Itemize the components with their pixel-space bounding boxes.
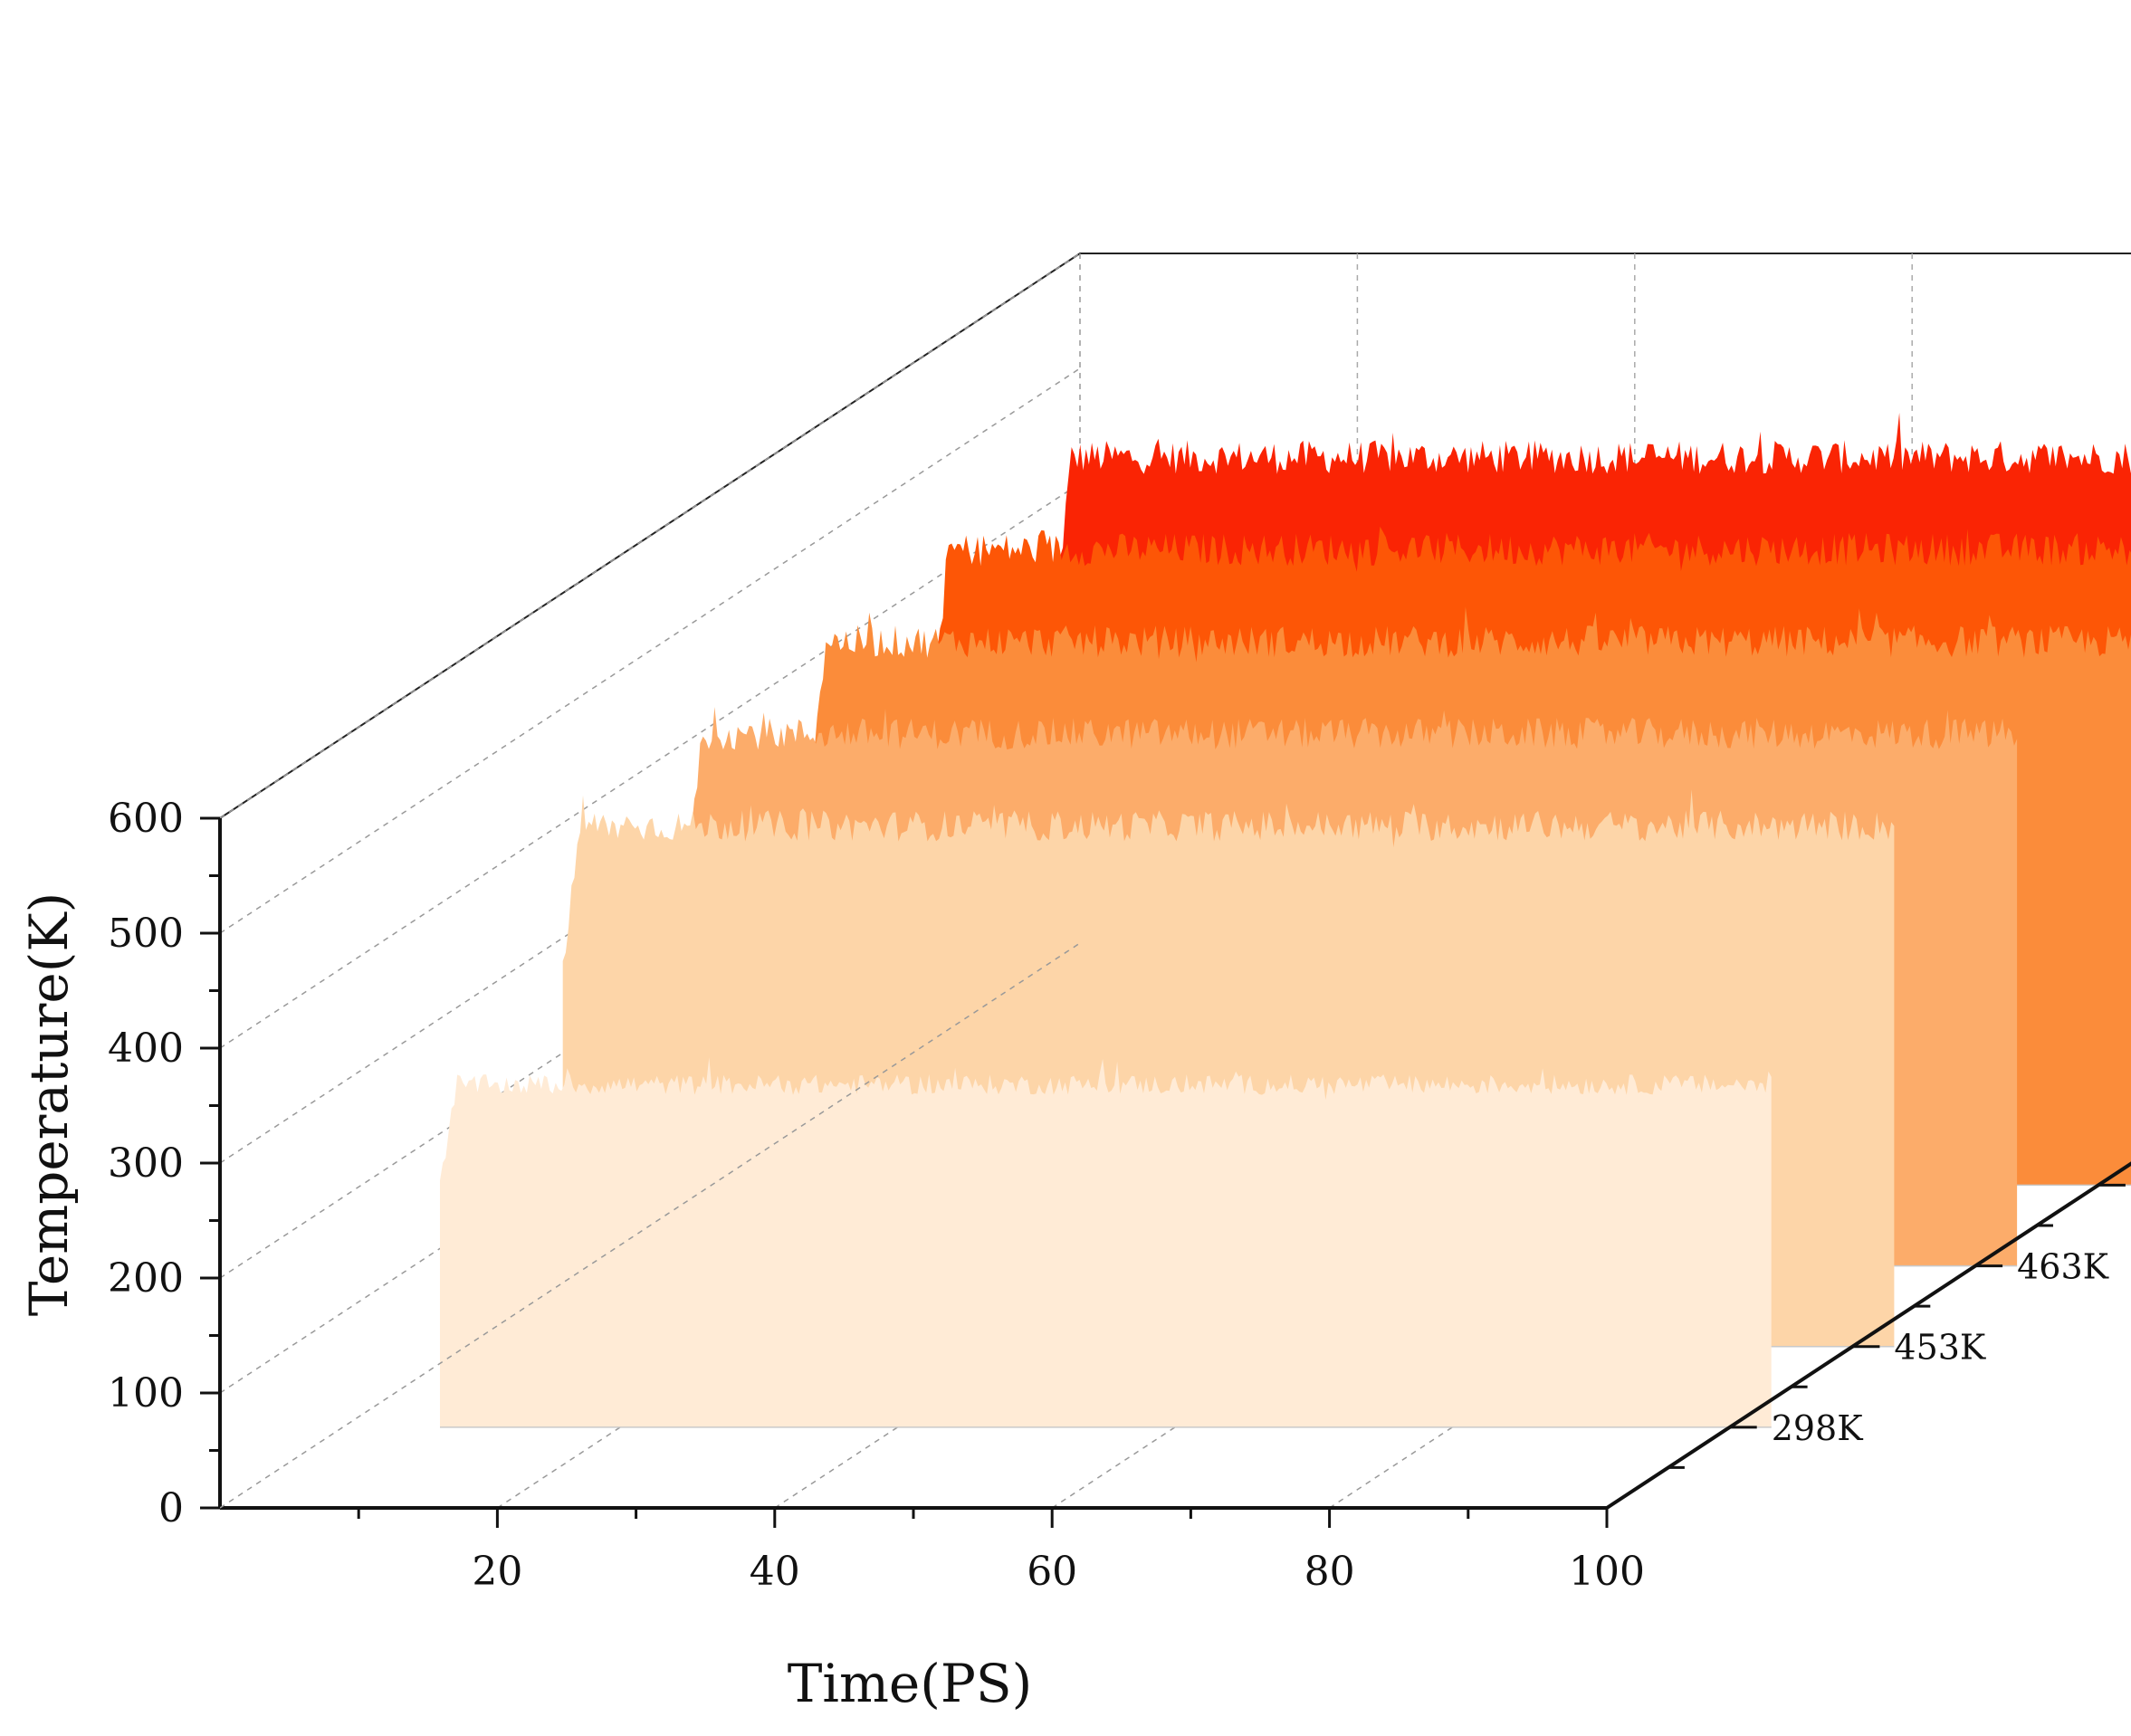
x-tick-label: 40	[750, 1549, 800, 1595]
x-tick-label: 100	[1569, 1549, 1645, 1595]
series-area-298K	[440, 1057, 1772, 1427]
x-tick-label: 80	[1304, 1549, 1355, 1595]
labels-group: 20 40 60 80 100 0 100 200 300 400 500 600 298K 453K 46…	[108, 796, 2109, 1595]
y-tick-label: 400	[108, 1025, 184, 1072]
series-label-463K: 463K	[2017, 1247, 2109, 1287]
y-axis-title: Temperature(K)	[18, 892, 80, 1317]
axes-group	[200, 816, 2131, 1528]
y-tick-label: 500	[108, 911, 184, 957]
series-label-453K: 453K	[1894, 1328, 1986, 1368]
y-tick-label: 100	[108, 1370, 184, 1416]
left-depth-edge	[219, 942, 1081, 1509]
left-wall-gridline	[219, 253, 1081, 819]
y-tick-label: 200	[108, 1255, 184, 1302]
series-label-298K: 298K	[1772, 1408, 1864, 1448]
x-tick-label: 20	[472, 1549, 522, 1595]
x-axis-title: Time(PS)	[788, 1653, 1033, 1714]
left-wall-gridline	[219, 482, 1081, 1049]
left-wall-gridline	[219, 367, 1081, 934]
y-tick-label: 300	[108, 1140, 184, 1187]
y-tick-label: 0	[158, 1485, 184, 1531]
x-tick-label: 60	[1027, 1549, 1077, 1595]
y-tick-label: 600	[108, 796, 184, 842]
series-group	[440, 413, 2131, 1428]
